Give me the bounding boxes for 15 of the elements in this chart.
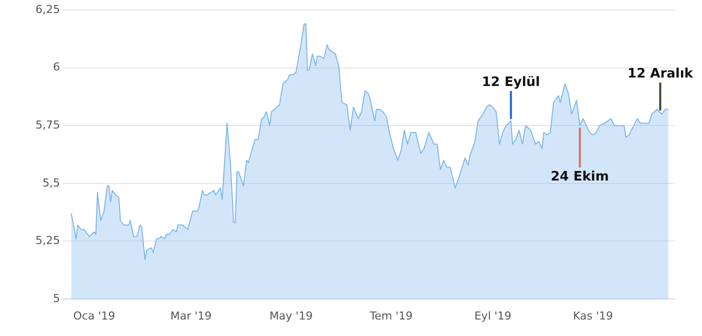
y-tick-label: 5 [53, 292, 60, 305]
y-tick-label: 5,25 [36, 234, 60, 248]
y-tick-label: 6,25 [36, 2, 60, 16]
x-tick-label: Mar '19 [170, 309, 212, 322]
x-tick-label: Eyl '19 [474, 309, 512, 322]
ref-line-label: 12 Aralık [628, 66, 694, 82]
x-tick-label: May '19 [269, 309, 313, 322]
y-tick-label: 5,5 [42, 176, 60, 190]
y-tick-label: 6 [53, 60, 60, 74]
ref-line-label: 12 Eylül [482, 74, 540, 90]
y-tick-label: 5,75 [36, 118, 60, 132]
x-tick-label: Oca '19 [73, 309, 116, 322]
ref-line-label: 24 Ekim [550, 169, 609, 184]
x-tick-label: Kas '19 [572, 309, 613, 322]
x-tick-label: Tem '19 [368, 309, 413, 322]
